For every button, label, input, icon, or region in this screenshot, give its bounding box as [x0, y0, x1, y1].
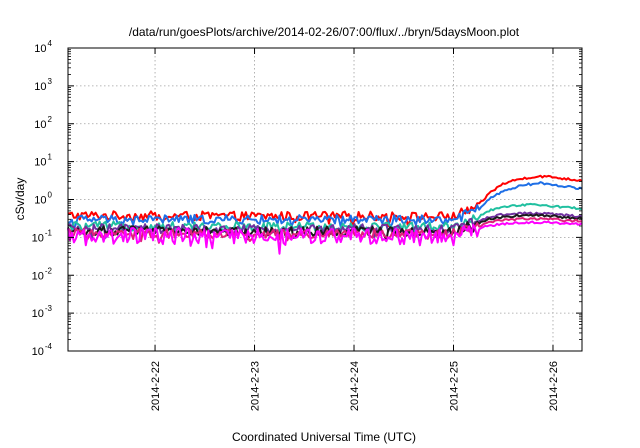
chart-title: /data/run/goesPlots/archive/2014-02-26/0…	[129, 25, 520, 39]
y-tick-exponent: 3	[48, 77, 53, 86]
y-tick-exponent: -1	[45, 228, 53, 237]
x-axis-label: Coordinated Universal Time (UTC)	[232, 430, 416, 444]
y-tick-exponent: 1	[48, 153, 53, 162]
x-tick-label: 2014-2-26	[548, 361, 560, 411]
y-tick-label: 10-1	[32, 228, 53, 244]
y-tick-label: 100	[34, 191, 52, 207]
series-line	[67, 174, 583, 228]
x-tick-label: 2014-2-22	[150, 361, 162, 411]
y-tick-label: 101	[34, 153, 52, 169]
series-line	[67, 202, 583, 238]
x-tick-label: 2014-2-24	[349, 361, 361, 411]
y-tick-label: 102	[34, 115, 52, 131]
y-tick-label: 103	[34, 77, 52, 93]
y-tick-exponent: 2	[48, 115, 53, 124]
series-line	[67, 213, 583, 242]
x-tick-label: 2014-2-25	[449, 361, 461, 411]
y-tick-label: 104	[34, 39, 52, 55]
grid	[68, 48, 582, 351]
x-tick-label: 2014-2-23	[250, 361, 262, 411]
series-layer	[67, 174, 583, 255]
y-tick-exponent: -3	[45, 304, 53, 313]
y-tick-label: 10-4	[32, 342, 53, 358]
series-line	[67, 181, 583, 230]
y-tick-exponent: 0	[48, 191, 53, 200]
x-axis: 2014-2-22 2014-2-23 2014-2-24 2014-2-25 2014…	[150, 48, 560, 411]
y-tick-label: 10-3	[32, 304, 53, 320]
y-tick-exponent: -4	[45, 342, 53, 351]
y-axis-label: cSv/day	[13, 178, 27, 221]
y-tick-label: 10-2	[32, 266, 53, 282]
y-tick-exponent: -2	[45, 266, 53, 275]
series-line	[67, 220, 583, 255]
y-tick-exponent: 4	[48, 39, 53, 48]
